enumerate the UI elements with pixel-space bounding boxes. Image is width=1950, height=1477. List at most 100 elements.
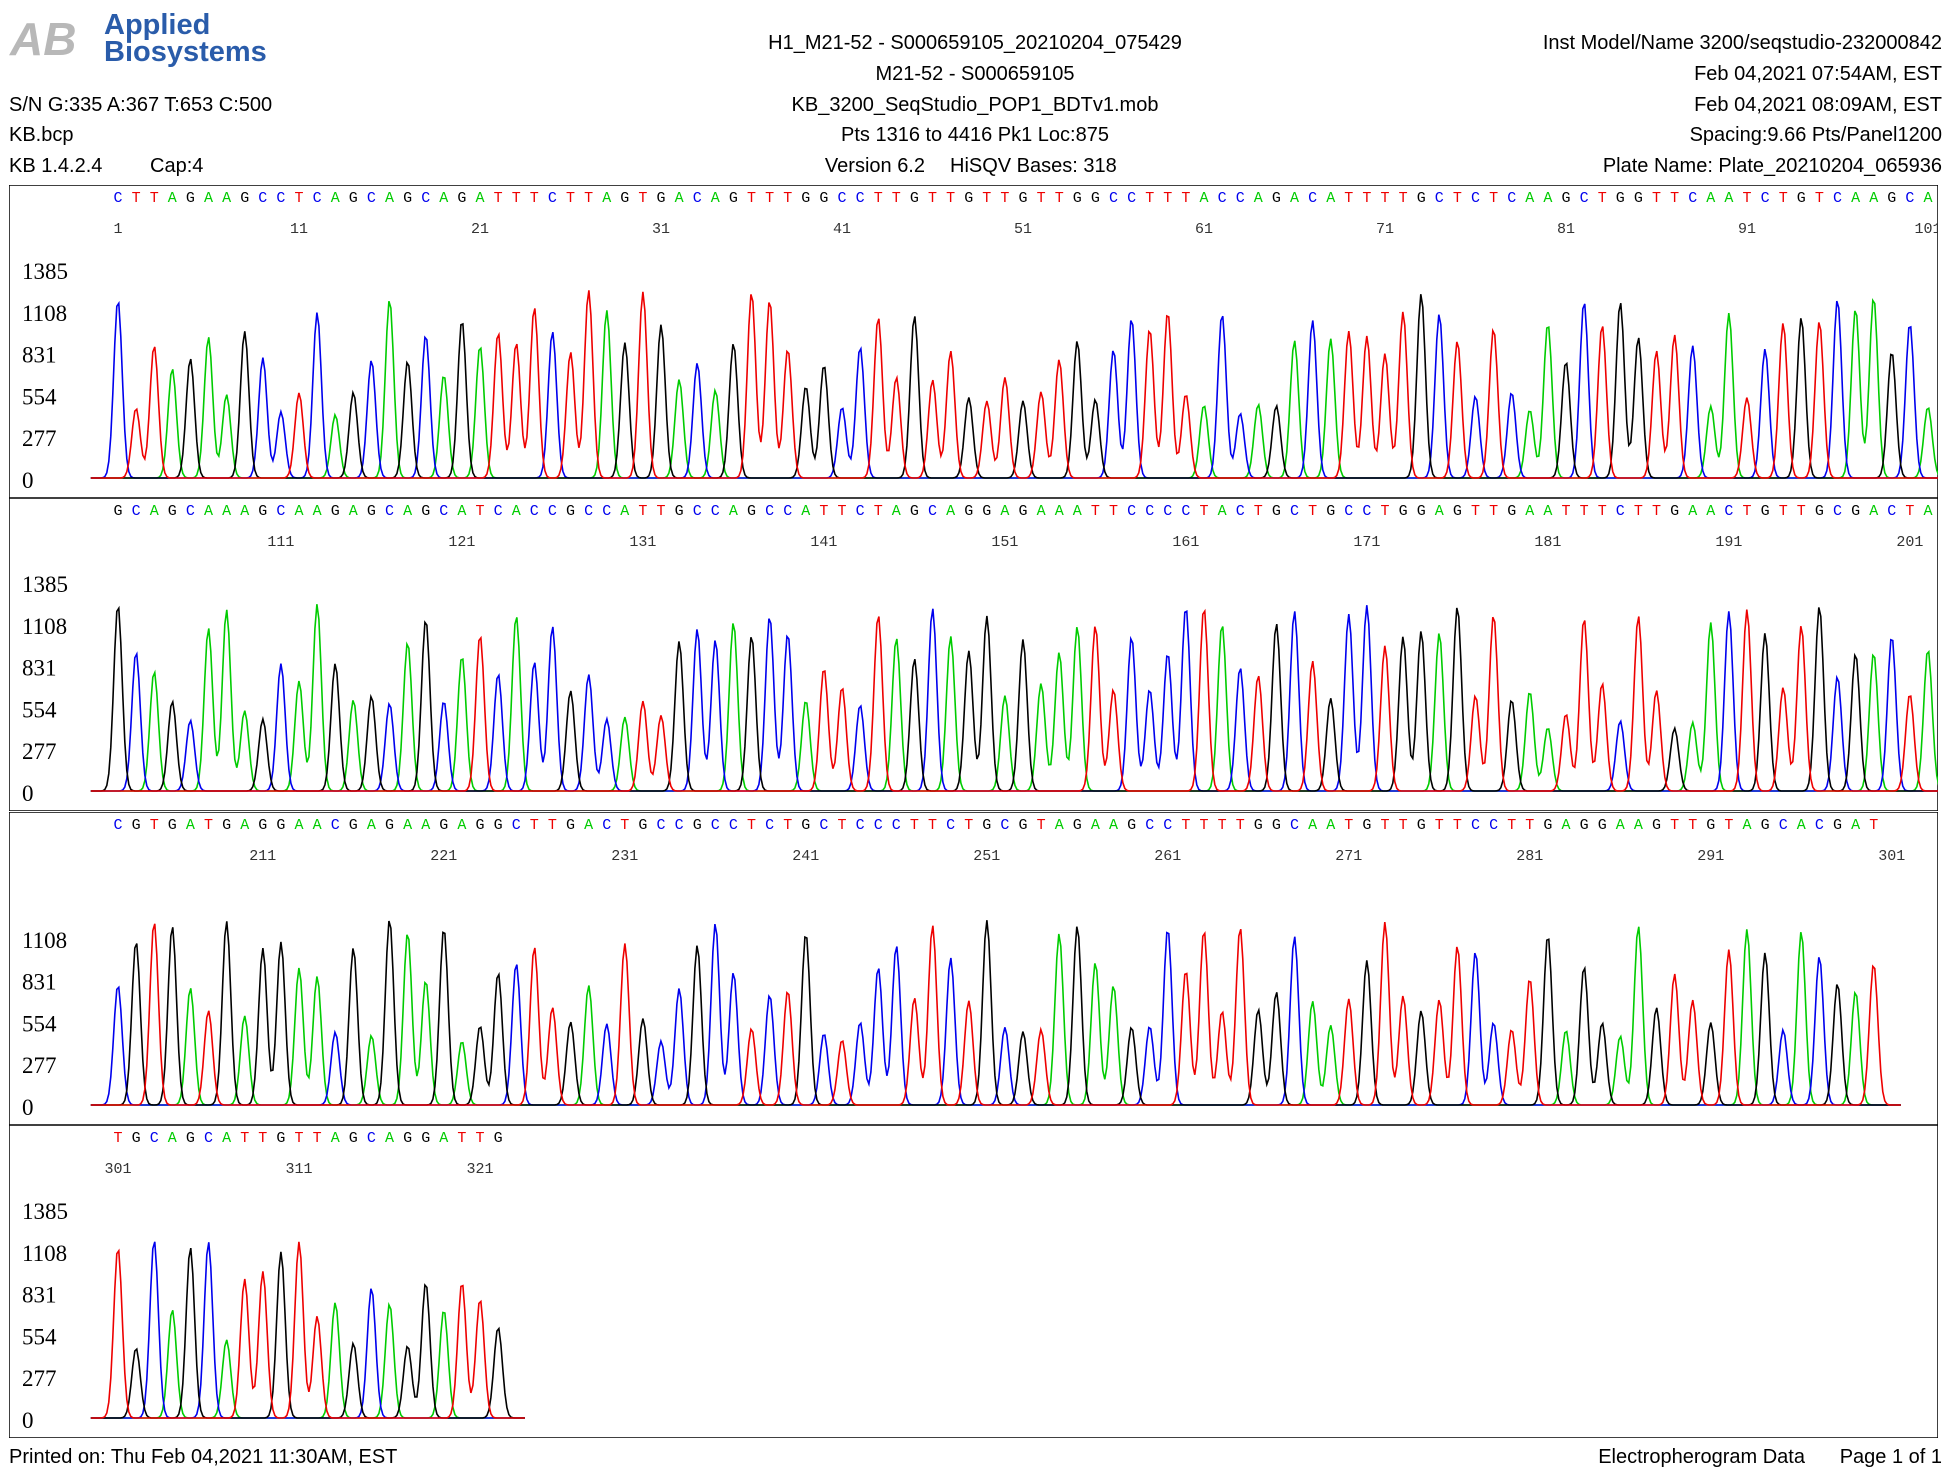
base-letter: T (1380, 190, 1389, 207)
y-tick-label: 1385 (22, 259, 68, 284)
base-letter: G (349, 190, 358, 207)
base-letter: T (1471, 503, 1480, 520)
base-letter: T (638, 190, 647, 207)
base-letter: G (349, 817, 358, 834)
base-letter: T (1869, 817, 1878, 834)
base-letter: T (1652, 190, 1661, 207)
base-letter: C (693, 503, 702, 520)
y-tick-label: 277 (22, 1366, 57, 1391)
base-letter: A (892, 503, 901, 520)
base-letter: C (711, 503, 720, 520)
base-letter: G (494, 1130, 503, 1147)
position-label: 71 (1376, 221, 1394, 238)
base-letter: A (439, 1130, 448, 1147)
base-letter: T (910, 817, 919, 834)
position-label: 281 (1516, 848, 1543, 865)
y-tick-label: 554 (22, 384, 57, 409)
base-letter: G (910, 190, 919, 207)
base-letter: G (1399, 503, 1408, 520)
base-letter: A (385, 190, 394, 207)
base-letter: A (1525, 503, 1534, 520)
base-letter: C (367, 190, 376, 207)
base-letter: C (313, 190, 322, 207)
base-letter: G (258, 503, 267, 520)
base-letter: G (421, 1130, 430, 1147)
base-letter: G (801, 190, 810, 207)
position-label: 231 (611, 848, 638, 865)
y-tick-label: 277 (22, 426, 57, 451)
header-right: Spacing:9.66 Pts/Panel1200 (1690, 124, 1942, 146)
base-letter: A (150, 503, 159, 520)
base-letter: T (475, 1130, 484, 1147)
trace (90, 294, 1938, 479)
base-letter: T (1091, 503, 1100, 520)
trace (90, 1247, 525, 1419)
base-letter: G (113, 503, 122, 520)
position-label: 111 (267, 534, 294, 551)
base-letter: A (1254, 190, 1263, 207)
base-letter: G (1598, 817, 1607, 834)
base-letter: G (1254, 817, 1263, 834)
y-tick-label: 0 (22, 781, 34, 806)
base-letter: C (548, 503, 557, 520)
base-letter: C (367, 1130, 376, 1147)
base-letter: C (819, 817, 828, 834)
position-label: 121 (448, 534, 475, 551)
base-letter: C (1127, 503, 1136, 520)
base-letter: A (1923, 503, 1932, 520)
base-letter: T (928, 817, 937, 834)
base-letter: T (512, 190, 521, 207)
base-letter: T (530, 817, 539, 834)
base-letter: G (1761, 503, 1770, 520)
base-letter: C (783, 503, 792, 520)
base-letter: T (964, 817, 973, 834)
base-letter: T (1037, 190, 1046, 207)
base-letter: T (1561, 503, 1570, 520)
base-letter: C (204, 1130, 213, 1147)
base-letter: A (1851, 817, 1860, 834)
base-letter: T (1742, 190, 1751, 207)
position-label: 141 (810, 534, 837, 551)
base-letter: A (1543, 190, 1552, 207)
base-letter: T (1037, 817, 1046, 834)
y-tick-label: 1385 (22, 572, 68, 597)
base-letter: G (168, 817, 177, 834)
base-letter: T (783, 190, 792, 207)
base-letter: G (222, 817, 231, 834)
base-letter: C (186, 503, 195, 520)
base-letter: T (1779, 190, 1788, 207)
position-label: 311 (285, 1161, 312, 1178)
base-letter: A (1724, 190, 1733, 207)
base-letter: G (421, 503, 430, 520)
base-letter: T (747, 817, 756, 834)
footer-right: Page 1 of 1 (1840, 1446, 1942, 1468)
base-letter: G (1326, 503, 1335, 520)
base-letter: G (1073, 190, 1082, 207)
position-label: 91 (1738, 221, 1756, 238)
y-tick-label: 554 (22, 697, 57, 722)
base-letter: A (1199, 190, 1208, 207)
base-letter: C (1489, 817, 1498, 834)
base-letter: G (566, 503, 575, 520)
base-letter: T (294, 1130, 303, 1147)
base-letter: A (222, 503, 231, 520)
base-letter: G (982, 503, 991, 520)
y-tick-label: 1108 (22, 928, 67, 953)
base-letter: C (385, 503, 394, 520)
base-letter: A (1218, 503, 1227, 520)
base-letter: C (1163, 503, 1172, 520)
base-letter: T (1453, 190, 1462, 207)
base-letter: T (475, 503, 484, 520)
header-center: H1_M21-52 - S000659105_20210204_075429 (768, 32, 1182, 54)
base-letter: C (276, 503, 285, 520)
base-letter: G (186, 190, 195, 207)
header-left: KB.bcp (9, 124, 73, 146)
position-label: 171 (1353, 534, 1380, 551)
base-letter: G (910, 503, 919, 520)
y-tick-label: 831 (22, 656, 57, 681)
base-letter: C (1163, 817, 1172, 834)
base-letter: G (747, 503, 756, 520)
base-letter: G (349, 1130, 358, 1147)
base-letter: T (1742, 503, 1751, 520)
